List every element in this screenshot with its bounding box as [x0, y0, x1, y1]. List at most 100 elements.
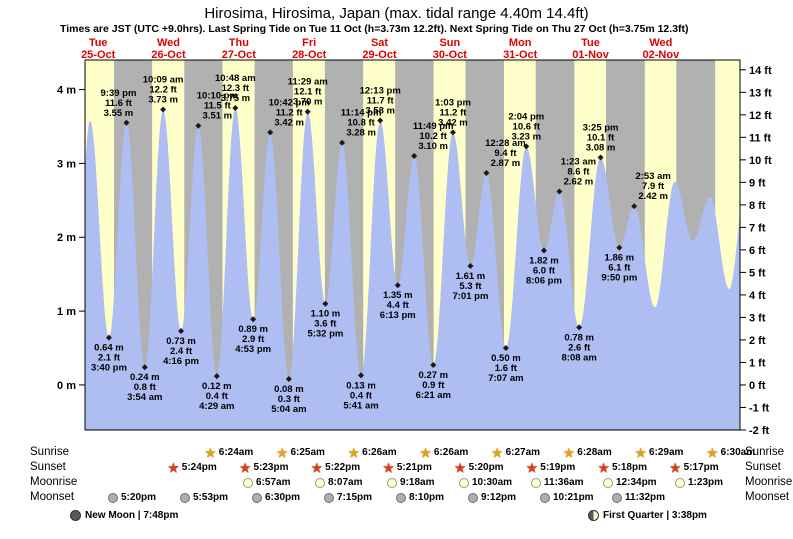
left-axis-label: 2 m	[57, 232, 76, 244]
low-tide-annotation: 0.27 m 0.9 ft 6:21 am	[416, 370, 451, 401]
high-tide-annotation: 1:23 am 8.6 ft 2.62 m	[561, 156, 596, 187]
sunrise-entry: ★ 6:24am	[205, 446, 253, 459]
moonrise-icon	[675, 477, 685, 488]
right-axis-label: 5 ft	[749, 267, 766, 279]
sunrise-star-icon: ★	[563, 445, 575, 460]
high-tide-annotation: 11:14 pm 10.8 ft 3.28 m	[341, 108, 382, 139]
low-tide-dot	[467, 263, 474, 270]
moonrise-icon	[243, 477, 253, 488]
moonrise-label-right: Moonrise	[745, 476, 793, 488]
high-tide-annotation: 12:28 am 9.4 ft 2.87 m	[485, 138, 526, 169]
sunset-time: 5:18pm	[611, 462, 647, 473]
moonset-icon	[396, 492, 406, 503]
high-tide-annotation: 9:39 pm 11.6 ft 3.55 m	[101, 88, 137, 119]
sunrise-entry: ★ 6:27am	[492, 446, 540, 459]
sunrise-entry: ★ 6:28am	[564, 446, 612, 459]
left-axis-label: 3 m	[57, 158, 76, 170]
low-tide-dot	[616, 244, 623, 251]
high-tide-dot	[411, 153, 418, 160]
high-tide-annotation: 10:48 am 12.3 ft 3.75 m	[215, 73, 256, 104]
low-tide-annotation: 0.73 m 2.4 ft 4:16 pm	[163, 336, 199, 367]
moonrise-time: 8:07am	[328, 477, 363, 488]
day-header: Mon 31-Oct	[503, 37, 538, 61]
low-tide-dot	[141, 364, 148, 371]
moonset-time: 9:12pm	[481, 492, 517, 503]
moonset-time: 6:30pm	[265, 492, 301, 503]
low-tide-dot	[430, 362, 437, 369]
moonset-time: 11:32pm	[625, 492, 666, 503]
new-moon-icon	[70, 510, 81, 521]
low-tide-dot	[358, 372, 365, 379]
high-tide-dot	[449, 129, 456, 136]
sunset-star-icon: ★	[598, 460, 609, 475]
low-tide-annotation: 0.89 m 2.9 ft 4:53 pm	[235, 324, 271, 355]
sunrise-entry: ★ 6:29am	[635, 446, 683, 459]
high-tide-dot	[123, 119, 130, 126]
moonset-entry: 5:53pm	[180, 491, 228, 504]
high-tide-dot	[160, 106, 167, 113]
page-subtitle: Times are JST (UTC +9.0hrs). Last Spring…	[60, 23, 689, 35]
right-axis-label: 13 ft	[749, 87, 772, 99]
low-tide-dot	[322, 300, 329, 307]
high-tide-dot	[597, 154, 604, 161]
moonset-icon	[108, 492, 118, 503]
moonrise-entry: 8:07am	[315, 476, 362, 489]
day-header: Fri 28-Oct	[292, 37, 327, 61]
low-tide-annotation: 0.64 m 2.1 ft 3:40 pm	[91, 343, 127, 374]
moonrise-entry: 6:57am	[243, 476, 290, 489]
moonrise-icon	[315, 477, 325, 488]
moonrise-entry: 12:34pm	[603, 476, 657, 489]
low-tide-dot	[394, 282, 401, 289]
moonset-icon	[180, 492, 190, 503]
sunrise-time: 6:26am	[362, 447, 397, 458]
high-tide-dot	[339, 139, 346, 146]
moonrise-entry: 1:23pm	[675, 476, 723, 489]
sunset-entry: ★ 5:17pm	[670, 461, 719, 474]
sunrise-time: 6:27am	[505, 447, 541, 458]
sunset-star-icon: ★	[311, 460, 323, 475]
right-axis-label: 7 ft	[749, 222, 766, 234]
day-header: Sat 29-Oct	[362, 37, 397, 61]
right-axis-label: -2 ft	[749, 425, 770, 437]
sunset-entry: ★ 5:21pm	[383, 461, 432, 474]
sunset-entry: ★ 5:22pm	[311, 461, 360, 474]
moonrise-time: 6:57am	[256, 477, 291, 488]
new-moon-label: New Moon | 7:48pm	[85, 510, 179, 521]
low-tide-dot	[502, 345, 509, 352]
moonset-label-left: Moonset	[30, 491, 75, 503]
sunset-star-icon: ★	[454, 460, 466, 475]
left-axis-label: 1 m	[57, 306, 76, 318]
high-tide-annotation: 10:10 pm 11.5 ft 3.51 m	[197, 91, 238, 122]
low-tide-dot	[178, 328, 185, 335]
low-tide-annotation: 0.24 m 0.8 ft 3:54 am	[127, 372, 162, 403]
sunrise-star-icon: ★	[491, 445, 503, 460]
sunset-star-icon: ★	[239, 460, 251, 475]
sunrise-label-left: Sunrise	[30, 446, 69, 458]
moonrise-icon	[531, 477, 541, 488]
sunset-star-icon: ★	[669, 460, 681, 475]
low-tide-annotation: 0.08 m 0.3 ft 5:04 am	[271, 384, 306, 415]
right-axis-label: -1 ft	[749, 402, 770, 414]
high-tide-dot	[483, 169, 490, 176]
low-tide-dot	[105, 334, 112, 341]
sunrise-time: 6:29am	[648, 447, 684, 458]
moonrise-label-left: Moonrise	[30, 476, 78, 488]
moonset-time: 8:10pm	[409, 492, 445, 503]
moonset-icon	[540, 492, 550, 503]
right-axis-label: 14 ft	[749, 65, 772, 77]
low-tide-annotation: 0.12 m 0.4 ft 4:29 am	[199, 381, 234, 412]
high-tide-annotation: 10:42 pm 11.2 ft 3.42 m	[269, 97, 310, 128]
right-axis-label: 3 ft	[749, 312, 766, 324]
high-tide-dot	[523, 143, 530, 150]
left-axis-label: 4 m	[57, 85, 76, 97]
low-tide-annotation: 1.61 m 5.3 ft 7:01 pm	[452, 271, 488, 302]
sunrise-star-icon: ★	[348, 445, 360, 460]
moonset-icon	[252, 492, 262, 503]
first-quarter-icon	[588, 510, 599, 521]
low-tide-dot	[250, 316, 257, 323]
day-header: Thu 27-Oct	[222, 37, 257, 61]
moonset-time: 5:20pm	[121, 492, 157, 503]
high-tide-dot	[377, 117, 384, 124]
moonset-entry: 5:20pm	[108, 491, 156, 504]
